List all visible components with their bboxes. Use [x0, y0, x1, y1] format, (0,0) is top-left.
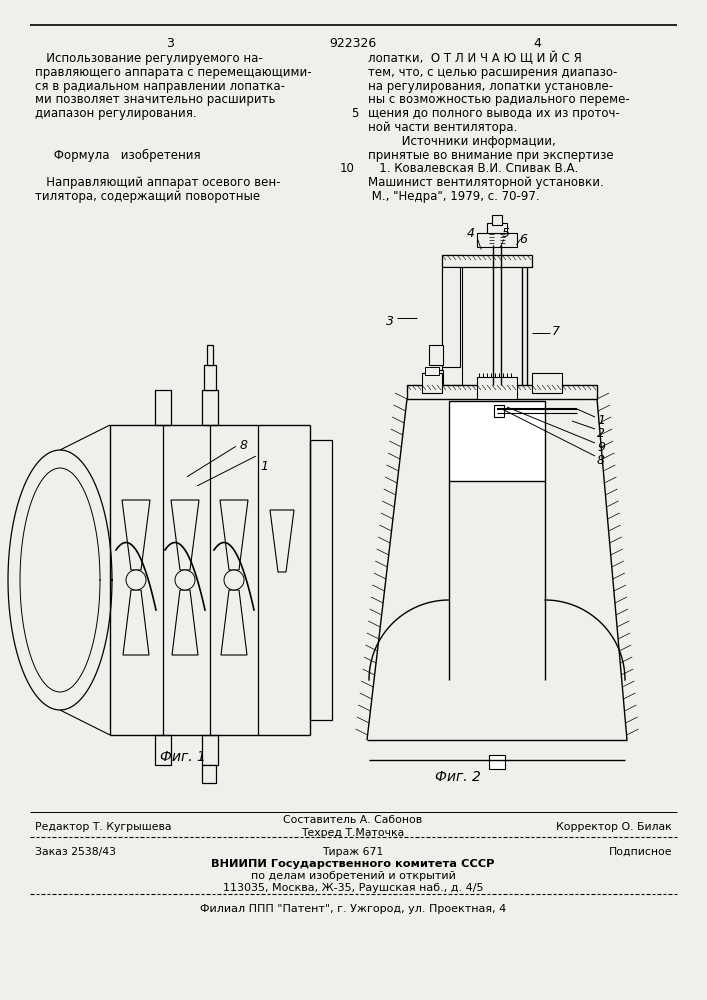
Bar	[487, 223, 507, 233]
Bar	[407, 385, 597, 399]
Text: 1: 1	[597, 414, 605, 427]
Text: 10: 10	[340, 162, 355, 175]
Text: Источники информации,: Источники информации,	[368, 135, 556, 148]
Text: 922326: 922326	[329, 37, 377, 50]
Bar	[532, 373, 562, 393]
Text: Редактор Т. Кугрышева: Редактор Т. Кугрышева	[35, 822, 172, 832]
Bar	[429, 370, 443, 386]
Text: 1: 1	[260, 460, 268, 473]
Bar	[442, 255, 532, 267]
Bar	[492, 215, 502, 225]
Text: 3: 3	[386, 315, 394, 328]
Text: Корректор О. Билак: Корректор О. Билак	[556, 822, 672, 832]
Text: Машинист вентиляторной установки.: Машинист вентиляторной установки.	[368, 176, 604, 189]
Text: 2: 2	[597, 427, 605, 440]
Text: Направляющий аппарат осевого вен-: Направляющий аппарат осевого вен-	[35, 176, 281, 189]
Text: 8: 8	[597, 454, 605, 467]
Text: лопатки,  О Т Л И Ч А Ю Щ И Й С Я: лопатки, О Т Л И Ч А Ю Щ И Й С Я	[368, 52, 582, 65]
Polygon shape	[171, 500, 199, 570]
Text: ны с возможностью радиального переме-: ны с возможностью радиального переме-	[368, 93, 630, 106]
Text: ся в радиальном направлении лопатка-: ся в радиальном направлении лопатка-	[35, 80, 285, 93]
Text: тем, что, с целью расширения диапазо-: тем, что, с целью расширения диапазо-	[368, 66, 617, 79]
Bar	[310, 440, 332, 720]
Text: 4: 4	[533, 37, 541, 50]
Polygon shape	[122, 500, 150, 570]
Polygon shape	[270, 510, 294, 572]
Text: ВНИИПИ Государственного комитета СССР: ВНИИПИ Государственного комитета СССР	[211, 859, 495, 869]
Text: Филиал ППП "Патент", г. Ужгород, ул. Проектная, 4: Филиал ППП "Патент", г. Ужгород, ул. Про…	[200, 904, 506, 914]
Circle shape	[126, 570, 146, 590]
Text: 8: 8	[240, 439, 248, 452]
Bar	[494, 405, 504, 417]
Text: тилятора, содержащий поворотные: тилятора, содержащий поворотные	[35, 190, 260, 203]
Bar	[429, 345, 443, 365]
Bar	[442, 255, 462, 385]
Text: ми позволяет значительно расширить: ми позволяет значительно расширить	[35, 93, 276, 106]
Bar	[425, 367, 439, 375]
Text: Подписное: Подписное	[609, 847, 672, 857]
Text: 9: 9	[597, 441, 605, 454]
Bar	[204, 365, 216, 390]
Text: 7: 7	[552, 325, 560, 338]
Text: 6: 6	[519, 233, 527, 246]
Text: 4: 4	[467, 227, 475, 240]
Text: 113035, Москва, Ж-35, Раушская наб., д. 4/5: 113035, Москва, Ж-35, Раушская наб., д. …	[223, 883, 484, 893]
Circle shape	[175, 570, 195, 590]
Text: по делам изобретений и открытий: по делам изобретений и открытий	[250, 871, 455, 881]
Polygon shape	[220, 500, 248, 570]
Bar	[155, 735, 171, 765]
Text: ной части вентилятора.: ной части вентилятора.	[368, 121, 518, 134]
Text: 3: 3	[166, 37, 174, 50]
Bar	[477, 377, 517, 399]
Text: Формула   изобретения: Формула изобретения	[35, 149, 201, 162]
Text: Техред Т.Маточка: Техред Т.Маточка	[301, 828, 404, 838]
Text: 1. Ковалевская В.И. Спивак В.А.: 1. Ковалевская В.И. Спивак В.А.	[368, 162, 578, 175]
Text: Составитель А. Сабонов: Составитель А. Сабонов	[284, 815, 423, 825]
Bar	[449, 401, 545, 481]
Polygon shape	[123, 590, 149, 655]
Bar	[202, 735, 218, 765]
Bar	[422, 373, 442, 393]
Bar	[155, 390, 171, 425]
Text: 5: 5	[502, 227, 510, 240]
Text: правляющего аппарата с перемещающими-: правляющего аппарата с перемещающими-	[35, 66, 312, 79]
Text: Заказ 2538/43: Заказ 2538/43	[35, 847, 116, 857]
Text: 5: 5	[351, 107, 358, 120]
Bar	[489, 755, 505, 769]
Text: Фиг. 2: Фиг. 2	[435, 770, 481, 784]
Polygon shape	[172, 590, 198, 655]
Text: Тираж 671: Тираж 671	[322, 847, 384, 857]
Bar	[207, 345, 213, 365]
Text: на регулирования, лопатки установле-: на регулирования, лопатки установле-	[368, 80, 613, 93]
Text: диапазон регулирования.: диапазон регулирования.	[35, 107, 197, 120]
Bar	[202, 390, 218, 425]
Text: принятые во внимание при экспертизе: принятые во внимание при экспертизе	[368, 149, 614, 162]
Circle shape	[224, 570, 244, 590]
Text: Использование регулируемого на-: Использование регулируемого на-	[35, 52, 263, 65]
Text: щения до полного вывода их из проточ-: щения до полного вывода их из проточ-	[368, 107, 620, 120]
Bar	[442, 267, 460, 367]
Polygon shape	[221, 590, 247, 655]
Text: Фиг. 1: Фиг. 1	[160, 750, 206, 764]
Bar	[477, 233, 517, 247]
Text: М., "Недра", 1979, с. 70-97.: М., "Недра", 1979, с. 70-97.	[368, 190, 539, 203]
Bar	[202, 765, 216, 783]
